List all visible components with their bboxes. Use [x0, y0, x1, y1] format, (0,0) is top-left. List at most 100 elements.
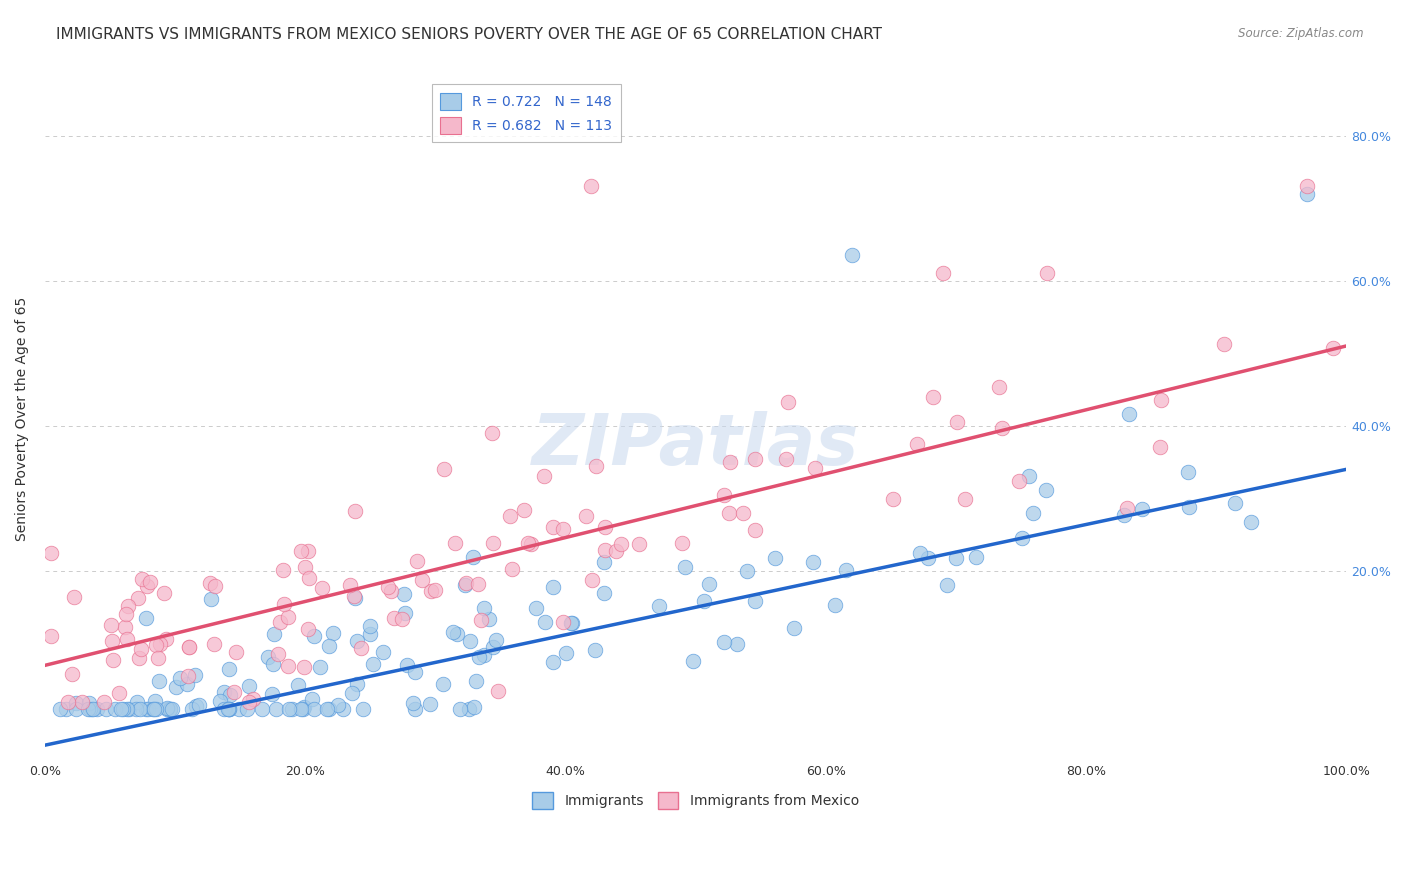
Point: [82, 702, 104, 716]
Point: [212, 702, 235, 716]
Point: [77, 702, 100, 716]
Point: [513, 503, 536, 517]
Point: [135, 579, 157, 593]
Point: [468, 649, 491, 664]
Point: [104, 702, 127, 716]
Point: [311, 582, 333, 596]
Point: [1178, 500, 1201, 515]
Point: [297, 622, 319, 636]
Point: [142, 702, 165, 716]
Point: [717, 506, 740, 520]
Point: [1116, 500, 1139, 515]
Point: [63, 590, 86, 604]
Point: [176, 677, 198, 691]
Point: [169, 671, 191, 685]
Point: [212, 684, 235, 698]
Point: [118, 702, 141, 716]
Point: [62, 667, 84, 681]
Point: [554, 646, 576, 660]
Point: [526, 600, 548, 615]
Point: [585, 458, 607, 473]
Point: [263, 626, 285, 640]
Point: [352, 702, 374, 716]
Point: [1130, 501, 1153, 516]
Point: [208, 694, 231, 708]
Point: [281, 702, 304, 716]
Point: [486, 684, 509, 698]
Point: [697, 577, 720, 591]
Point: [682, 655, 704, 669]
Point: [605, 544, 627, 558]
Point: [184, 698, 207, 713]
Point: [322, 625, 344, 640]
Point: [394, 587, 416, 601]
Point: [581, 179, 603, 194]
Point: [713, 635, 735, 649]
Point: [107, 686, 129, 700]
Point: [309, 659, 332, 673]
Point: [290, 544, 312, 558]
Point: [1240, 515, 1263, 529]
Point: [82, 702, 104, 716]
Point: [343, 589, 366, 603]
Point: [1225, 496, 1247, 510]
Point: [184, 667, 207, 681]
Point: [458, 633, 481, 648]
Point: [127, 591, 149, 605]
Point: [273, 597, 295, 611]
Point: [77, 696, 100, 710]
Point: [921, 391, 943, 405]
Point: [824, 598, 846, 612]
Point: [250, 702, 273, 716]
Point: [1112, 508, 1135, 522]
Point: [225, 645, 247, 659]
Point: [725, 637, 748, 651]
Point: [55, 702, 77, 716]
Point: [271, 563, 294, 577]
Point: [610, 537, 633, 551]
Point: [935, 578, 957, 592]
Point: [593, 585, 616, 599]
Point: [301, 692, 323, 706]
Point: [391, 612, 413, 626]
Point: [481, 640, 503, 654]
Point: [135, 611, 157, 625]
Point: [433, 462, 456, 476]
Point: [744, 523, 766, 537]
Point: [441, 624, 464, 639]
Point: [292, 660, 315, 674]
Point: [419, 697, 441, 711]
Point: [419, 583, 441, 598]
Point: [520, 537, 543, 551]
Point: [129, 642, 152, 657]
Point: [127, 695, 149, 709]
Point: [1035, 483, 1057, 497]
Point: [402, 696, 425, 710]
Point: [905, 436, 928, 450]
Point: [93, 695, 115, 709]
Point: [155, 632, 177, 646]
Point: [593, 543, 616, 558]
Point: [782, 621, 804, 635]
Point: [404, 702, 426, 716]
Point: [1018, 469, 1040, 483]
Point: [349, 641, 371, 656]
Point: [204, 579, 226, 593]
Point: [179, 640, 201, 654]
Point: [326, 698, 349, 713]
Point: [917, 550, 939, 565]
Point: [560, 616, 582, 631]
Point: [394, 607, 416, 621]
Point: [165, 680, 187, 694]
Point: [302, 629, 325, 643]
Point: [218, 702, 240, 716]
Point: [946, 416, 969, 430]
Point: [541, 519, 564, 533]
Y-axis label: Seniors Poverty Over the Age of 65: Seniors Poverty Over the Age of 65: [15, 296, 30, 541]
Point: [478, 612, 501, 626]
Point: [472, 601, 495, 615]
Point: [100, 617, 122, 632]
Point: [472, 648, 495, 663]
Point: [260, 687, 283, 701]
Point: [79, 702, 101, 716]
